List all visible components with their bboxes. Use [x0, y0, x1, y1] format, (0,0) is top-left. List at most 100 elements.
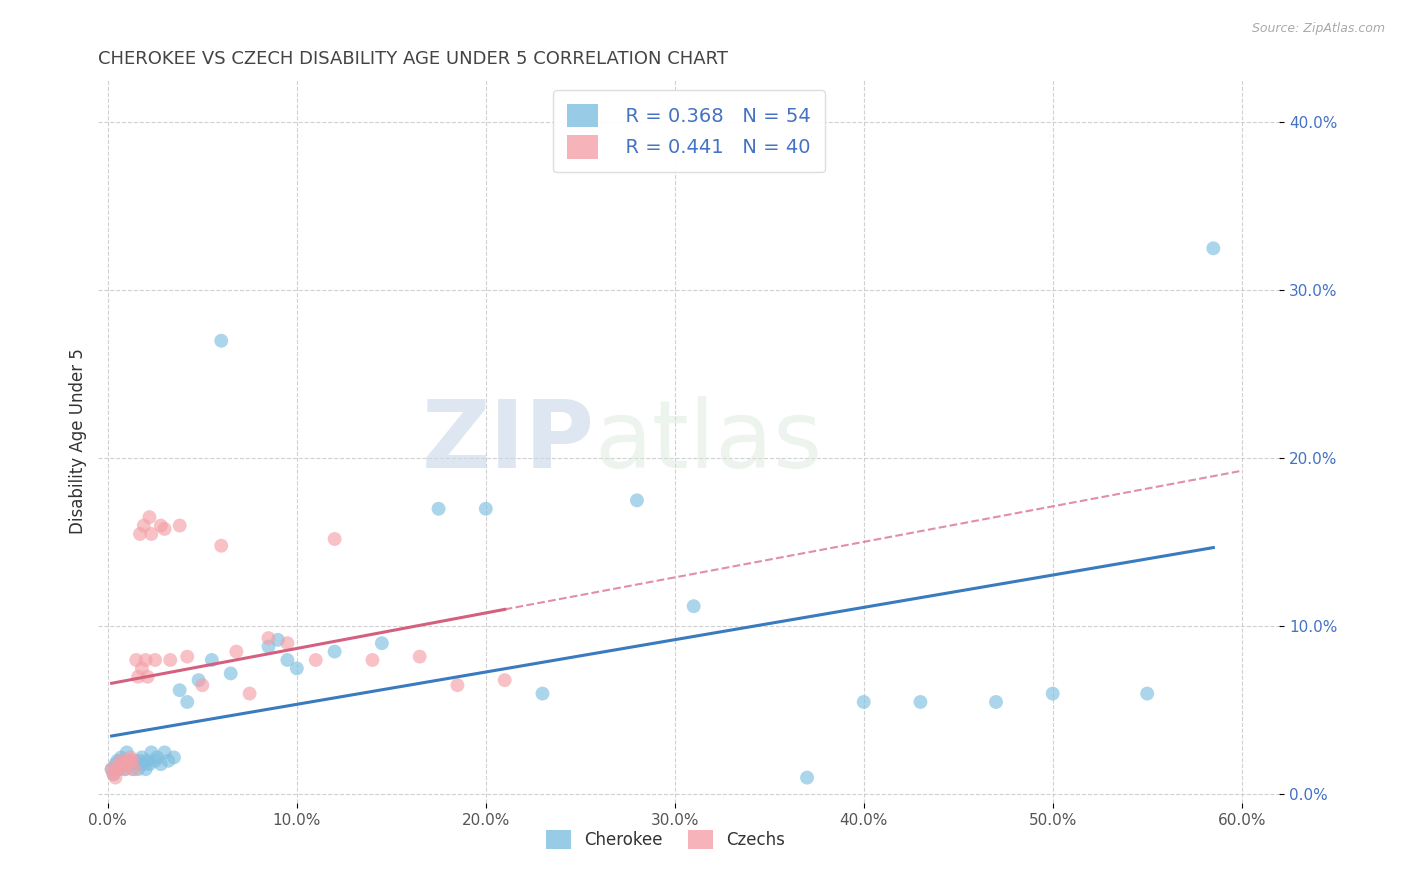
Point: [531, 687, 554, 701]
Point: [115, 745, 138, 759]
Point: [408, 649, 430, 664]
Point: [626, 493, 648, 508]
Point: [187, 673, 209, 687]
Point: [104, 771, 127, 785]
Point: [149, 757, 172, 772]
Point: [285, 661, 308, 675]
Point: [163, 750, 186, 764]
Point: [201, 653, 224, 667]
Point: [143, 653, 166, 667]
Point: [446, 678, 468, 692]
Point: [124, 762, 146, 776]
Y-axis label: Disability Age Under 5: Disability Age Under 5: [69, 349, 87, 534]
Point: [1042, 687, 1064, 701]
Point: [114, 762, 136, 776]
Point: [136, 670, 159, 684]
Point: [127, 670, 149, 684]
Point: [475, 501, 498, 516]
Point: [153, 522, 176, 536]
Point: [305, 653, 328, 667]
Point: [125, 653, 148, 667]
Point: [143, 754, 166, 768]
Point: [138, 510, 160, 524]
Point: [796, 771, 818, 785]
Point: [118, 754, 141, 768]
Point: [131, 750, 153, 764]
Point: [115, 757, 138, 772]
Point: [361, 653, 384, 667]
Point: [121, 754, 143, 768]
Point: [132, 757, 155, 772]
Point: [169, 683, 191, 698]
Point: [153, 745, 176, 759]
Legend: Cherokee, Czechs: Cherokee, Czechs: [538, 823, 792, 856]
Point: [110, 754, 132, 768]
Point: [111, 757, 134, 772]
Point: [176, 649, 198, 664]
Point: [257, 640, 280, 654]
Point: [176, 695, 198, 709]
Point: [115, 757, 138, 772]
Point: [127, 762, 149, 776]
Point: [110, 757, 132, 772]
Point: [146, 750, 169, 764]
Point: [129, 527, 152, 541]
Point: [138, 757, 160, 772]
Text: CHEROKEE VS CZECH DISABILITY AGE UNDER 5 CORRELATION CHART: CHEROKEE VS CZECH DISABILITY AGE UNDER 5…: [98, 50, 728, 68]
Point: [141, 527, 163, 541]
Point: [131, 661, 153, 675]
Point: [120, 750, 142, 764]
Point: [209, 334, 232, 348]
Point: [323, 532, 346, 546]
Text: ZIP: ZIP: [422, 395, 595, 488]
Point: [104, 757, 127, 772]
Point: [157, 754, 180, 768]
Point: [129, 754, 152, 768]
Point: [984, 695, 1007, 709]
Point: [135, 762, 157, 776]
Point: [191, 678, 214, 692]
Point: [105, 762, 128, 776]
Point: [118, 754, 141, 768]
Point: [103, 767, 125, 781]
Point: [136, 754, 159, 768]
Point: [494, 673, 516, 687]
Point: [100, 762, 122, 776]
Point: [682, 599, 704, 614]
Point: [121, 762, 143, 776]
Point: [427, 501, 450, 516]
Point: [159, 653, 181, 667]
Point: [105, 754, 128, 768]
Text: Source: ZipAtlas.com: Source: ZipAtlas.com: [1251, 22, 1385, 36]
Point: [120, 757, 142, 772]
Point: [225, 644, 247, 658]
Point: [323, 644, 346, 658]
Point: [124, 754, 146, 768]
Point: [114, 762, 136, 776]
Point: [108, 762, 131, 776]
Point: [276, 636, 298, 650]
Point: [111, 754, 134, 768]
Point: [1136, 687, 1159, 701]
Point: [239, 687, 262, 701]
Point: [108, 757, 131, 772]
Point: [135, 653, 157, 667]
Point: [132, 518, 155, 533]
Point: [141, 745, 163, 759]
Point: [209, 539, 232, 553]
Text: atlas: atlas: [595, 395, 823, 488]
Point: [219, 666, 242, 681]
Point: [910, 695, 932, 709]
Point: [1202, 241, 1225, 255]
Point: [169, 518, 191, 533]
Point: [103, 767, 125, 781]
Point: [100, 762, 122, 776]
Point: [276, 653, 298, 667]
Point: [110, 750, 132, 764]
Point: [267, 632, 290, 647]
Point: [257, 631, 280, 645]
Point: [371, 636, 394, 650]
Point: [852, 695, 875, 709]
Point: [149, 518, 172, 533]
Point: [125, 757, 148, 772]
